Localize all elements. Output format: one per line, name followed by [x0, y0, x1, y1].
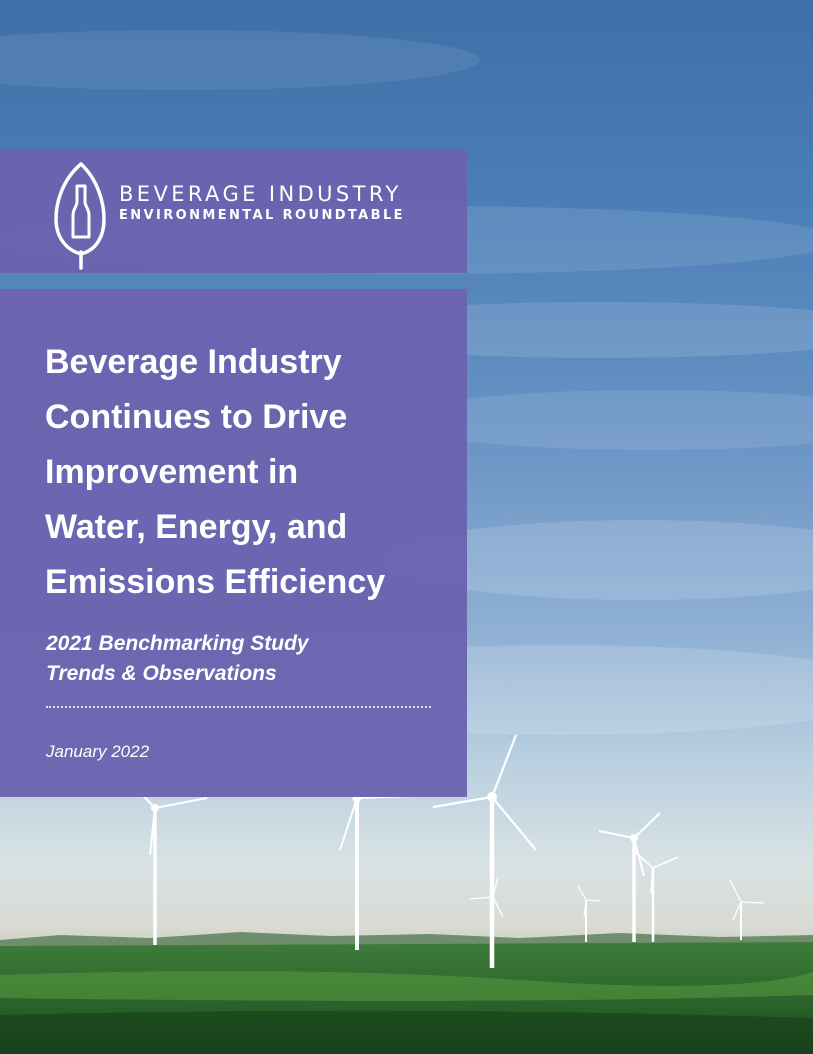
- wind-turbine: [469, 876, 504, 960]
- report-title-line: Emissions Efficiency: [45, 563, 386, 601]
- report-date: January 2022: [46, 742, 150, 761]
- dotted-divider: [46, 706, 431, 708]
- wind-turbine: [729, 879, 765, 940]
- report-title: Beverage Industry Continues to Drive Imp…: [45, 335, 455, 610]
- leaf-bottle-icon: [54, 162, 106, 270]
- report-title-line: Continues to Drive: [45, 398, 348, 436]
- report-title-line: Water, Energy, and: [45, 508, 348, 546]
- wind-turbine: [598, 812, 661, 942]
- report-title-line: Beverage Industry: [45, 343, 342, 381]
- report-title-line: Improvement in: [45, 453, 299, 491]
- report-subtitle-line: 2021 Benchmarking Study: [46, 632, 309, 655]
- organization-name-line1: BEVERAGE INDUSTRY: [119, 182, 402, 206]
- wind-turbine: [127, 779, 208, 945]
- wind-turbine: [633, 850, 679, 942]
- organization-name-line2: ENVIRONMENTAL ROUNDTABLE: [119, 208, 405, 223]
- report-subtitle: 2021 Benchmarking Study Trends & Observa…: [46, 629, 309, 689]
- title-panel: [0, 289, 467, 797]
- wind-turbine: [577, 885, 601, 942]
- report-subtitle-line: Trends & Observations: [46, 662, 277, 685]
